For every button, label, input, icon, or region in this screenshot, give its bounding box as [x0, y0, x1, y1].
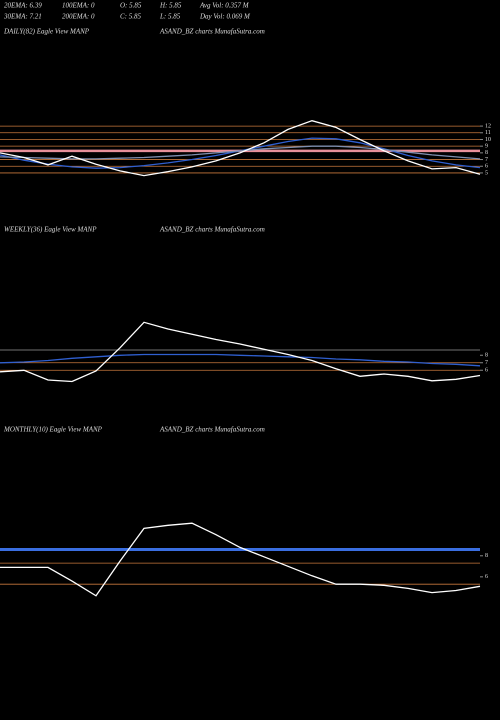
header-stat: 20EMA: 6.39	[4, 2, 42, 10]
y-tick-label: 8	[485, 150, 488, 156]
header-stat: 30EMA: 7.21	[3, 13, 42, 21]
y-tick-label: 6	[485, 164, 488, 170]
panel-subtitle: ASAND_BZ charts MunafaSutra.com	[159, 28, 265, 36]
y-tick-label: 8	[485, 553, 488, 559]
panel-subtitle: ASAND_BZ charts MunafaSutra.com	[159, 426, 265, 434]
panel-title: MONTHLY(10) Eagle View MANP	[3, 426, 103, 434]
header-stat: C: 5.85	[120, 13, 142, 21]
header-stat: Avg Vol: 0.357 M	[199, 2, 250, 10]
header-stat: H: 5.85	[159, 2, 182, 10]
price-line	[0, 353, 481, 367]
y-tick-label: 9	[485, 144, 488, 150]
header-stat: 100EMA: 0	[62, 2, 95, 10]
price-line	[0, 321, 481, 383]
y-tick-label: 7	[485, 360, 488, 366]
y-tick-label: 8	[485, 353, 488, 359]
price-line	[0, 120, 481, 177]
panel-title: WEEKLY(36) Eagle View MANP	[4, 226, 97, 234]
header-stat: Day Vol: 0.069 M	[199, 13, 251, 21]
header-stat: L: 5.85	[159, 13, 181, 21]
y-tick-label: 11	[485, 130, 491, 136]
price-line	[0, 522, 481, 597]
header-stat: 200EMA: 0	[62, 13, 95, 21]
y-tick-label: 12	[485, 123, 491, 129]
y-tick-label: 6	[485, 368, 488, 374]
header-stat: O: 5.85	[120, 2, 142, 10]
y-tick-label: 7	[485, 157, 488, 163]
panel-subtitle: ASAND_BZ charts MunafaSutra.com	[159, 226, 265, 234]
y-tick-label: 6	[485, 574, 488, 580]
panel-title: DAILY(82) Eagle View MANP	[3, 28, 90, 36]
y-tick-label: 10	[485, 137, 491, 143]
y-tick-label: 5	[485, 170, 488, 176]
